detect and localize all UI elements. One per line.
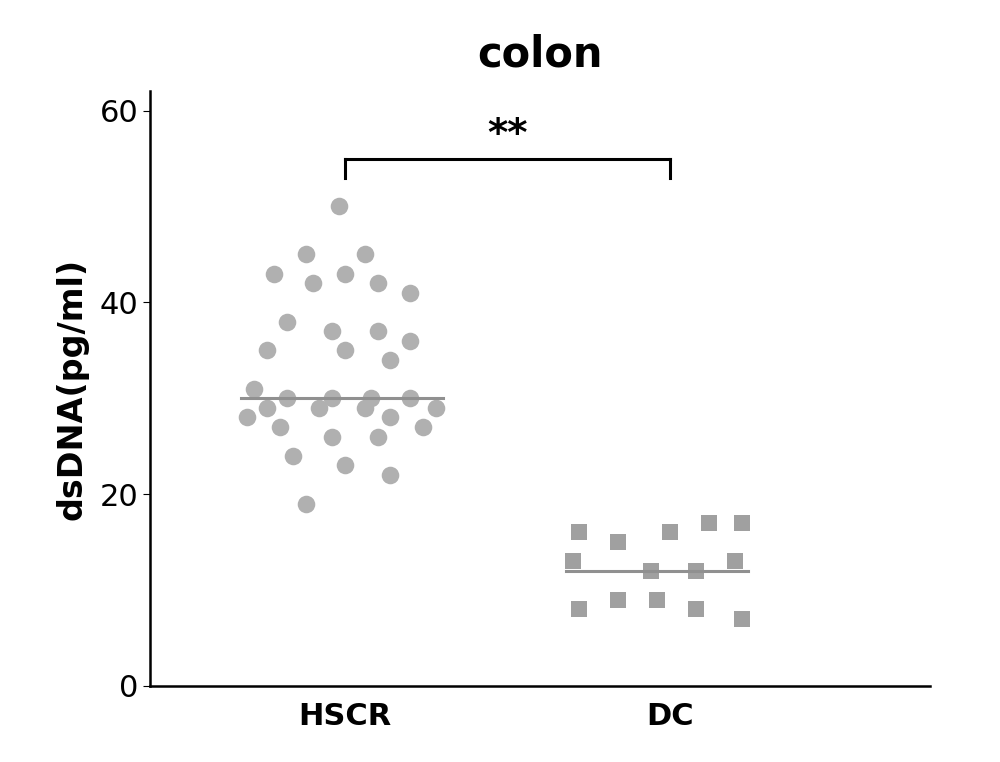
- Point: [337, 267, 353, 280]
- Point: [571, 603, 587, 615]
- Point: [727, 555, 743, 567]
- Point: [370, 431, 386, 443]
- Point: [382, 354, 398, 366]
- Point: [272, 421, 288, 433]
- Point: [370, 277, 386, 290]
- Point: [285, 450, 301, 462]
- Point: [571, 527, 587, 539]
- Point: [311, 402, 327, 414]
- Point: [662, 527, 678, 539]
- Point: [415, 421, 431, 433]
- Point: [610, 594, 626, 606]
- Point: [734, 613, 750, 625]
- Title: colon: colon: [477, 34, 603, 75]
- Point: [701, 517, 717, 529]
- Point: [688, 603, 704, 615]
- Point: [564, 555, 580, 567]
- Point: [356, 248, 372, 261]
- Point: [402, 287, 418, 299]
- Point: [734, 517, 750, 529]
- Y-axis label: dsDNA(pg/ml): dsDNA(pg/ml): [55, 258, 88, 520]
- Point: [246, 383, 262, 395]
- Point: [259, 402, 275, 414]
- Point: [370, 325, 386, 338]
- Point: [363, 392, 379, 405]
- Point: [610, 536, 626, 548]
- Point: [688, 565, 704, 577]
- Point: [428, 402, 444, 414]
- Point: [330, 200, 347, 213]
- Point: [278, 315, 295, 328]
- Point: [337, 344, 353, 357]
- Point: [278, 392, 295, 405]
- Point: [337, 459, 353, 472]
- Point: [298, 248, 314, 261]
- Point: [382, 469, 398, 481]
- Text: **: **: [487, 116, 528, 154]
- Point: [402, 392, 418, 405]
- Point: [298, 498, 314, 510]
- Point: [266, 267, 282, 280]
- Point: [324, 392, 340, 405]
- Point: [356, 402, 372, 414]
- Point: [642, 565, 658, 577]
- Point: [259, 344, 275, 357]
- Point: [402, 335, 418, 347]
- Point: [239, 411, 255, 424]
- Point: [649, 594, 665, 606]
- Point: [382, 411, 398, 424]
- Point: [324, 325, 340, 338]
- Point: [324, 431, 340, 443]
- Point: [304, 277, 320, 290]
